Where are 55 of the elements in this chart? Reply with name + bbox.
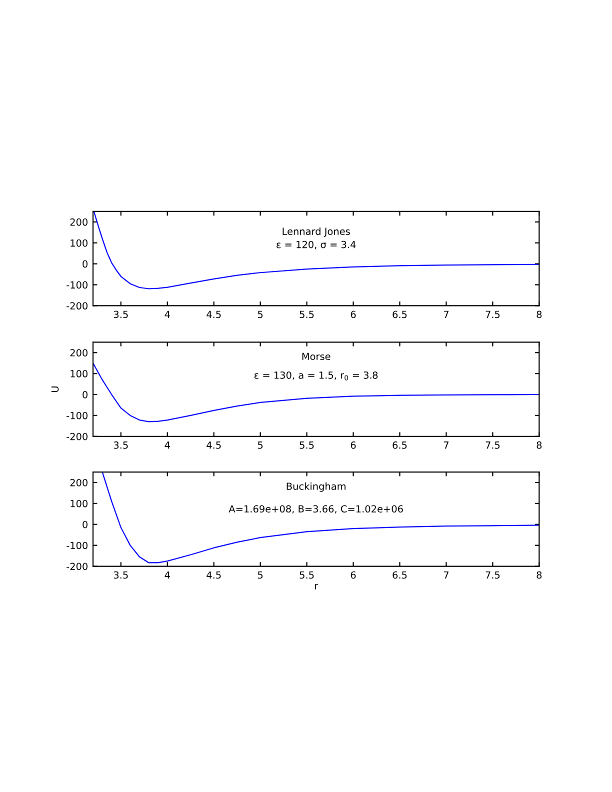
x-tick-label: 6.5 (392, 441, 407, 449)
x-tick-label: 5.5 (300, 442, 314, 449)
y-tick-label: -100 (66, 412, 88, 420)
x-tick-label: 5 (258, 442, 263, 449)
x-tick-label: 7.5 (486, 571, 500, 579)
y-tick-label: -100 (66, 542, 88, 550)
x-tick-label: 4.5 (206, 442, 221, 449)
x-tick-label: 6.5 (392, 571, 407, 579)
annotation: Morse (302, 352, 330, 360)
x-axis-title: r (314, 584, 318, 590)
annotation: ε = 130, a = 1.5, r$_{0}$ = 3.8 (254, 371, 378, 380)
y-tick-label: 200 (70, 349, 88, 356)
x-tick-label: 4.5 (206, 571, 221, 579)
x-tick-label: 5 (258, 310, 263, 318)
x-tick-label: 5.5 (300, 310, 314, 318)
y-tick-label: 0 (82, 520, 88, 528)
x-tick-label: 3.5 (114, 310, 128, 318)
x-tick-label: 6.5 (392, 310, 407, 318)
x-tick-label: 7 (444, 310, 448, 318)
x-tick-label: 8 (536, 571, 542, 579)
y-tick-label: 200 (70, 218, 88, 226)
x-tick-label: 6 (350, 571, 356, 579)
y-tick-label: 0 (82, 260, 88, 268)
x-tick-label: 3.5 (114, 441, 128, 449)
x-tick-label: 4 (164, 310, 170, 318)
x-tick-label: 7 (444, 571, 448, 579)
x-tick-label: 7 (444, 442, 448, 449)
y-tick-label: 0 (82, 390, 88, 398)
y-tick-label: 200 (70, 478, 88, 486)
line-series (102, 472, 540, 564)
x-tick-label: 8 (536, 441, 542, 449)
x-tick-label: 4 (164, 571, 170, 579)
y-tick-label: 100 (70, 500, 88, 508)
x-tick-label: 5 (258, 571, 263, 579)
x-tick-label: 6 (350, 441, 356, 449)
x-tick-label: 7.5 (486, 310, 500, 318)
x-tick-label: 5.5 (300, 571, 314, 579)
y-tick-label: -200 (66, 562, 88, 570)
y-tick-label: 100 (70, 370, 88, 378)
x-tick-label: 3.5 (114, 571, 128, 579)
x-tick-label: 4 (164, 442, 170, 449)
x-tick-label: 8 (536, 310, 542, 318)
y-tick-label: -200 (66, 302, 88, 310)
annotation: A=1.69e+08, B=3.66, C=1.02e+06 (228, 505, 403, 514)
y-tick-label: 100 (70, 239, 88, 247)
y-axis-title: U (51, 386, 59, 392)
y-tick-label: -200 (66, 432, 88, 440)
annotation: Buckingham (286, 482, 346, 492)
y-tick-label: -100 (66, 281, 88, 289)
x-tick-label: 6 (350, 310, 356, 318)
x-tick-label: 7.5 (486, 442, 500, 449)
line-series (93, 362, 540, 422)
x-tick-label: 4.5 (206, 310, 221, 318)
annotation: ε = 120, σ = 3.4 (276, 240, 356, 250)
annotation: Lennard Jones (282, 227, 350, 237)
